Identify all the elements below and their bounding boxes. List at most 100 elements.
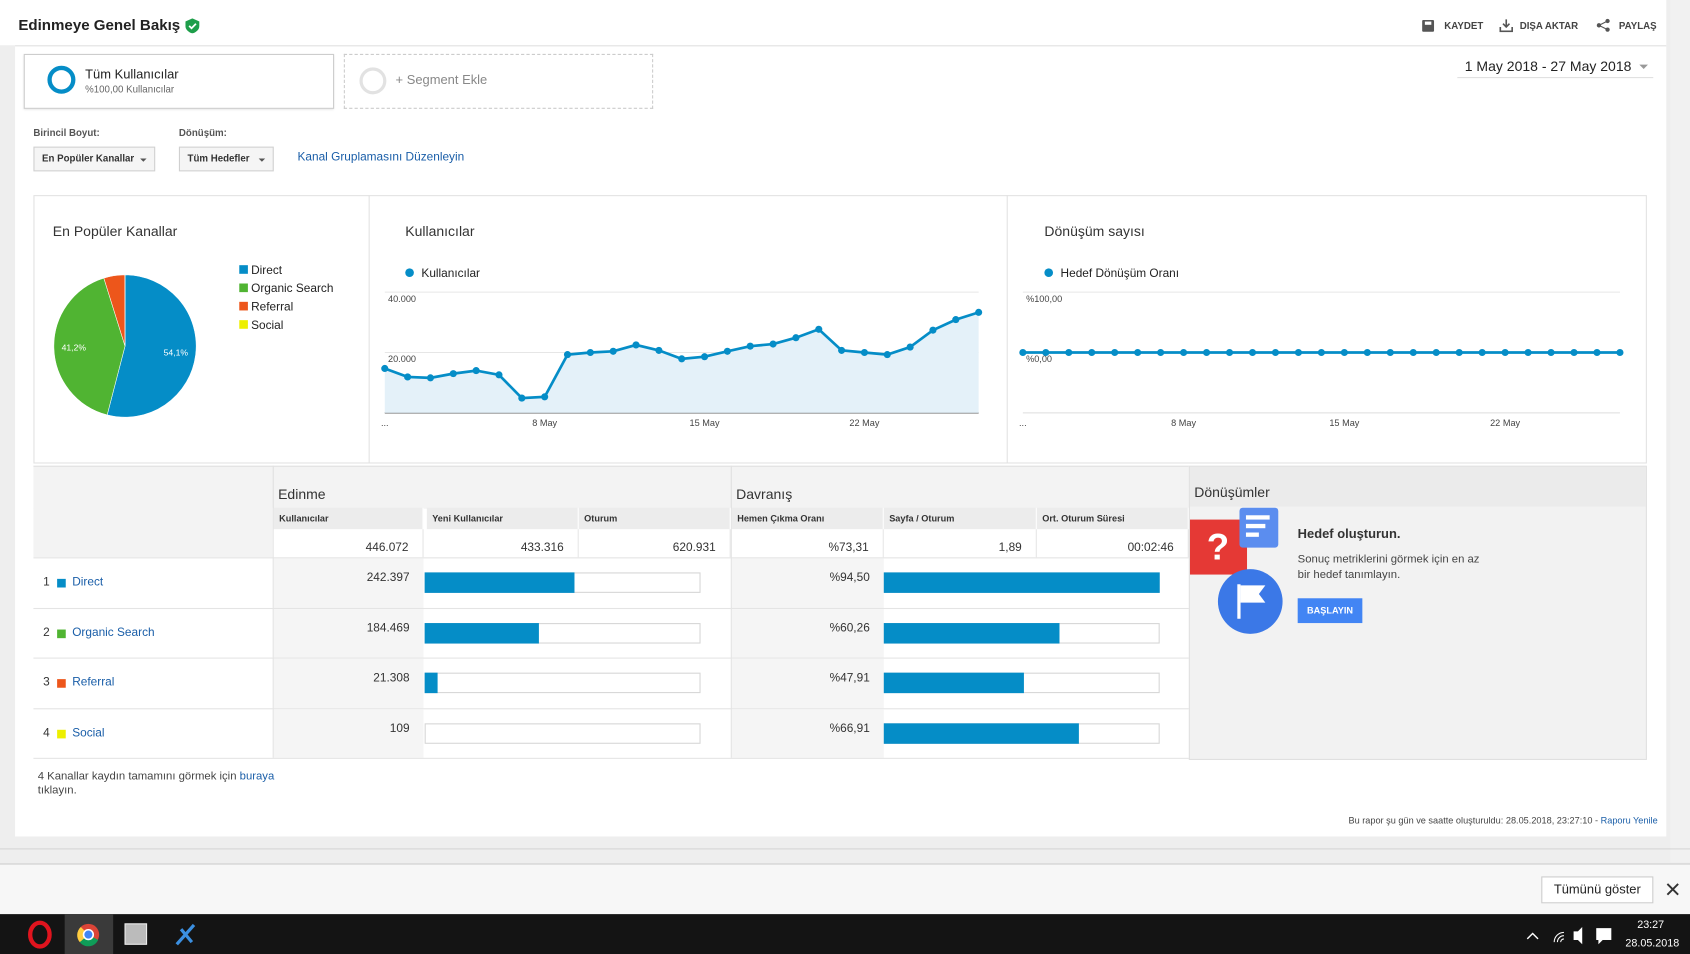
bounce-cell — [731, 558, 884, 608]
users-value: 109 — [389, 721, 410, 735]
export-icon[interactable] — [1499, 18, 1513, 33]
verified-icon — [185, 18, 200, 34]
footer-note-link[interactable]: buraya — [239, 769, 275, 783]
row-line — [33, 707, 1189, 709]
row-rank: 1 — [43, 575, 50, 589]
users-bar — [424, 572, 575, 593]
bounce-value: %60,26 — [829, 621, 870, 635]
row-swatch — [57, 679, 66, 688]
add-segment-ring — [359, 67, 387, 95]
download-bar — [0, 863, 1690, 916]
bounce-bar — [883, 722, 1080, 744]
users-value: 184.469 — [366, 621, 410, 635]
users-cell — [273, 558, 424, 608]
add-segment[interactable]: + Segment Ekle — [395, 72, 488, 88]
segment-card[interactable] — [23, 53, 335, 109]
group-conversions: Dönüşümler — [1194, 484, 1270, 501]
column-header[interactable]: Hemen Çıkma Oranı — [731, 507, 884, 530]
users-cell — [273, 608, 424, 658]
users-cell — [273, 658, 424, 708]
users-value: 242.397 — [366, 571, 410, 585]
goal-text: Sonuç metriklerini görmek için en az bir… — [1297, 552, 1480, 582]
close-icon[interactable] — [1666, 883, 1679, 896]
goal-panel-header — [1189, 466, 1646, 507]
taskbar — [0, 914, 1690, 954]
primary-dimension-label: Birincil Boyut: — [33, 127, 100, 138]
goal-button[interactable]: BAŞLAYIN — [1297, 598, 1363, 624]
row-channel[interactable]: Social — [72, 726, 105, 739]
footer-note-text: 4 Kanallar kaydın tamamını görmek için — [37, 769, 237, 783]
column-header[interactable]: Ort. Oturum Süresi — [1036, 507, 1189, 530]
footer-note: 4 Kanallar kaydın tamamını görmek için b… — [38, 770, 297, 798]
divider — [368, 195, 370, 464]
table-group-header — [33, 465, 1189, 509]
share-action[interactable]: PAYLAŞ — [1618, 20, 1657, 32]
row-line — [33, 607, 1189, 609]
divider — [272, 465, 274, 758]
edit-grouping-link[interactable]: Kanal Gruplamasını Düzenleyin — [297, 150, 465, 164]
refresh-link[interactable]: Raporu Yenile — [1600, 814, 1658, 826]
row-swatch — [57, 628, 66, 638]
bounce-bar — [883, 672, 1024, 694]
show-all-button[interactable]: Tümünü göster — [1541, 876, 1654, 904]
group-behavior: Davranış — [736, 486, 793, 503]
page-title: Edinmeye Genel Bakış — [18, 16, 181, 34]
total-new-users: 433.316 — [426, 529, 579, 558]
segment-share: %100,00 Kullanıcılar — [85, 84, 175, 95]
column-header[interactable]: Oturum — [578, 507, 731, 530]
goal-title: Hedef oluşturun. — [1297, 526, 1401, 542]
clock-date: 28.05.2018 — [1625, 937, 1680, 950]
goal-illustration: ? — [1189, 507, 1283, 634]
charts-panel — [33, 195, 1647, 464]
tray-icons[interactable] — [1520, 918, 1617, 950]
generated-text: Bu rapor şu gün ve saatte oluşturuldu: 2… — [1348, 814, 1599, 826]
row-swatch — [57, 578, 66, 588]
bounce-cell — [731, 608, 884, 658]
group-acquisition: Edinme — [278, 486, 326, 503]
column-header[interactable]: Sayfa / Oturum — [883, 507, 1037, 530]
bounce-cell — [731, 708, 884, 758]
row-rank: 2 — [43, 625, 50, 639]
column-header[interactable]: Yeni Kullanıcılar — [426, 507, 579, 530]
bounce-value: %47,91 — [829, 671, 870, 685]
taskbar-icons[interactable] — [0, 914, 216, 954]
export-action[interactable]: DIŞA AKTAR — [1519, 20, 1579, 32]
separator — [0, 848, 1690, 850]
users-bar — [424, 622, 539, 644]
row-line — [33, 557, 1189, 559]
footer-note-text: tıklayın. — [37, 783, 77, 797]
column-header[interactable]: Kullanıcılar — [273, 507, 424, 530]
share-icon[interactable] — [1596, 18, 1610, 32]
segment-ring — [47, 65, 76, 94]
header-bar — [0, 0, 1667, 46]
total-pages-per-session: 1,89 — [883, 529, 1037, 558]
label-header — [33, 507, 273, 558]
date-range[interactable]: 1 May 2018 - 27 May 2018 — [1464, 58, 1632, 75]
primary-dimension-dropdown[interactable]: En Popüler Kanallar — [33, 146, 156, 172]
total-users: 446.072 — [273, 529, 424, 558]
row-channel[interactable]: Organic Search — [72, 625, 155, 639]
divider — [730, 465, 732, 758]
conversion-label: Dönüşüm: — [178, 127, 227, 138]
add-segment-card[interactable] — [343, 53, 654, 109]
segment-name: Tüm Kullanıcılar — [85, 66, 179, 82]
clock-time: 23:27 — [1637, 919, 1665, 932]
generated-note: Bu rapor şu gün ve saatte oluşturuldu: 2… — [1348, 815, 1657, 826]
date-dropdown — [1457, 64, 1654, 79]
users-cell — [273, 708, 424, 758]
total-bounce-rate: %73,31 — [731, 529, 884, 558]
users-value: 21.308 — [373, 671, 410, 685]
bounce-bar — [883, 572, 1160, 593]
save-icon[interactable] — [1422, 19, 1435, 32]
row-channel[interactable]: Direct — [72, 575, 104, 589]
save-action[interactable]: KAYDET — [1444, 20, 1484, 32]
row-rank: 3 — [43, 675, 50, 689]
bounce-bar — [883, 622, 1060, 644]
bar-frame — [424, 672, 701, 694]
bounce-value: %94,50 — [829, 571, 870, 585]
svg-text:?: ? — [1207, 526, 1229, 567]
row-channel[interactable]: Referral — [72, 675, 115, 689]
conversion-dropdown[interactable]: Tüm Hedefler — [178, 146, 274, 172]
